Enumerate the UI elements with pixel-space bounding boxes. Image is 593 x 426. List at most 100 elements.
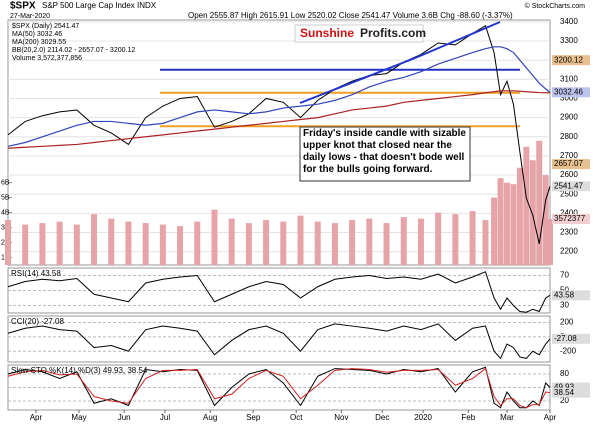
x-tick-label: Aug [203,413,217,422]
volume-bar [469,211,476,265]
indicator-tag: 49.93 [554,383,575,392]
volume-bar [349,220,356,265]
volume-bar [211,209,218,265]
ma50-tag: 3032.46 [554,87,583,96]
volume-bar [547,219,553,265]
ma-line [7,90,551,149]
x-tick-label: May [71,413,86,422]
volume-bar [491,197,498,265]
x-tick-label: 2020 [414,413,432,422]
legend-entry: MA(50) 3032.46 [12,31,62,38]
y-tick-label: 3300 [560,36,578,45]
x-tick-label: Apr [30,413,43,422]
bb-tag-bg [552,159,590,170]
legend-entry: Volume 3,572,377,856 [12,55,82,62]
volume-bar [263,220,270,265]
volume-bar [56,221,63,265]
indicator-tag-bg [552,290,590,301]
volume-bar [452,214,459,265]
logo-box [294,24,424,43]
y-tick-label: 2300 [560,228,578,237]
indicator-line [7,366,551,409]
x-tick-label: Dec [375,413,389,422]
volume-bar [39,223,46,265]
volume-tick-label: 4B [1,209,10,216]
indicator-line [7,323,551,360]
price-tag-bg [552,181,590,192]
y-tick-label: 2600 [560,170,578,179]
y-tick-label: 2900 [560,113,578,122]
volume-bar [510,184,517,265]
indicator-tag-bg [552,387,590,398]
volume-bar [314,221,321,265]
logo-sunshine: Sunshine [300,26,354,40]
indicator-line [7,271,551,313]
y-tick-label: 2400 [560,208,578,217]
y-tick-label: 70 [560,271,569,280]
x-tick-label: Jun [118,413,131,422]
bb-tag-bg [552,55,590,66]
volume-bar [245,223,252,265]
volume-bar [497,178,504,265]
x-tick-label: Feb [461,413,475,422]
y-tick-label: 2800 [560,132,578,141]
ma-line [7,46,551,147]
volume-bar [529,160,536,265]
x-tick-label: Apr [544,413,557,422]
y-tick-label: 50 [560,286,569,295]
volume-bar [297,215,304,265]
volume-tick-label: 6B [1,180,10,187]
y-tick-label: 80 [560,369,569,378]
x-tick-label: Nov [334,413,348,422]
price-tag: 2541.47 [554,181,583,190]
y-tick-label: 30 [560,301,569,310]
volume-bar [142,223,149,265]
trendline [299,57,416,104]
symbol: $SPX [10,1,36,12]
volume-bar [417,218,424,265]
volume-bar [194,221,201,265]
volume-bar [482,220,489,265]
volume-bar [400,217,407,265]
y-tick-label: 2200 [560,247,578,256]
date: 27-Mar-2020 [10,13,50,20]
y-tick-label: 2700 [560,151,578,160]
volume-bar [516,167,523,265]
volume-tag: 3572377 [554,214,586,223]
y-tick-label: 3100 [560,74,578,83]
volume-bar [503,182,510,265]
volume-tag-bg [552,214,590,225]
volume-bar [366,218,373,265]
index-name: S&P 500 Large Cap Index INDX [42,1,157,10]
panel-label: RSI(14) 43.58 [11,269,61,278]
volume-bar [108,218,115,265]
volume-bar [228,218,235,265]
volume-bar [331,223,338,265]
trendline [414,21,501,59]
x-tick-label: Mar [500,413,514,422]
bb-tag: 3200.12 [554,55,583,64]
volume-bar [280,221,287,265]
y-tick-label: -200 [560,346,577,355]
volume-bar [22,224,29,265]
volume-bar [523,146,530,265]
y-tick-label: 20 [560,396,569,405]
x-tick-label: Jul [160,413,170,422]
volume-bar [73,224,80,265]
indicator-line [7,367,551,409]
volume-bar [177,226,184,265]
volume-bar [542,175,549,265]
volume-tick-label: 5B [1,194,10,201]
volume-bar [159,224,166,265]
credit: © StockCharts.com [525,2,586,10]
y-tick-label: 2500 [560,189,578,198]
volume-bar [435,212,442,265]
annotation-box [299,126,471,182]
volume-bar [91,214,98,265]
bb-tag: 2657.07 [554,159,583,168]
volume-bar [125,221,132,265]
quote: Open 2555.87 High 2615.91 Low 2520.02 Cl… [188,11,513,20]
cci-panel [7,315,551,363]
x-tick-label: Oct [290,413,303,422]
